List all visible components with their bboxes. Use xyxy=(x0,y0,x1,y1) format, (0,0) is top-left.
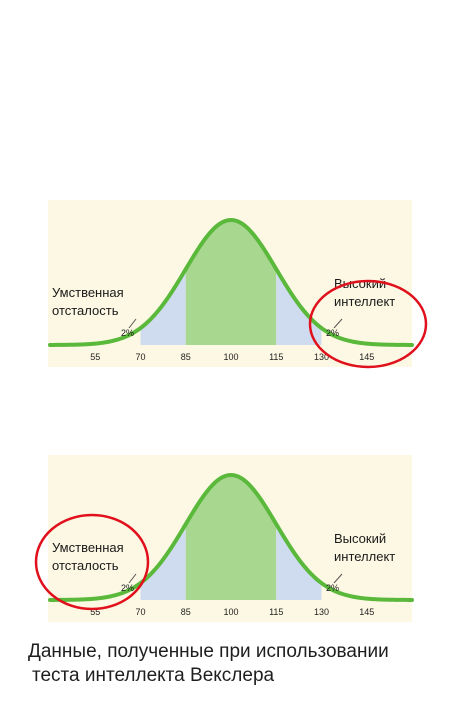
figure-caption: Данные, полученные при использовании тес… xyxy=(28,640,458,688)
x-tick-label: 70 xyxy=(135,352,145,362)
right-percent-label: 2% xyxy=(326,328,339,338)
left-highlight-ellipse xyxy=(34,513,150,611)
left-annotation-line-1: Умственная xyxy=(52,540,124,555)
x-tick-label: 55 xyxy=(90,607,100,617)
left-annotation-line-2: отсталость xyxy=(52,558,119,573)
x-tick-label: 145 xyxy=(359,607,374,617)
x-tick-label: 85 xyxy=(181,607,191,617)
right-annotation-line-1: Высокий xyxy=(334,276,386,291)
left-annotation-line-2: отсталость xyxy=(52,303,119,318)
left-percent-leader xyxy=(128,318,137,329)
left-percent-label: 2% xyxy=(121,583,134,593)
right-annotation-line-2: интеллект xyxy=(334,294,395,309)
bell-curve-svg: 55 70 85 100 115 130 145Умственнаяотсталость2%… xyxy=(34,455,414,622)
x-tick-label: 70 xyxy=(135,607,145,617)
x-tick-label: 130 xyxy=(314,607,329,617)
left-percent-leader xyxy=(128,573,137,584)
right-annotation-line-2: интеллект xyxy=(334,549,395,564)
caption-line-1: Данные, полученные при использовании xyxy=(28,641,389,662)
bell-curve-line xyxy=(48,217,414,347)
left-annotation-line-1: Умственная xyxy=(52,285,124,300)
x-tick-label: 100 xyxy=(223,352,238,362)
shaded-band-85-115 xyxy=(185,220,277,345)
right-highlight-ellipse xyxy=(308,279,428,369)
bell-curve-line xyxy=(48,472,414,602)
x-tick-label: 100 xyxy=(223,607,238,617)
bell-curve-svg: 55 70 85 100 115 130 145Умственнаяотсталость2%… xyxy=(48,200,428,369)
x-tick-label: 85 xyxy=(181,352,191,362)
x-tick-label: 145 xyxy=(359,352,374,362)
x-tick-label: 115 xyxy=(269,607,283,617)
right-percent-label: 2% xyxy=(326,583,339,593)
right-annotation-line-1: Высокий xyxy=(334,531,386,546)
caption-line-2: теста интеллекта Векслера xyxy=(32,665,275,686)
x-tick-label: 55 xyxy=(90,352,100,362)
x-tick-label: 115 xyxy=(269,352,283,362)
bell-curve-chart-high-highlight: 55 70 85 100 115 130 145 Умственная отсталость 2%… xyxy=(0,190,474,380)
bell-curve-chart-low-highlight: 55 70 85 100 115 130 145 Умственная отсталость 2%… xyxy=(0,445,474,635)
right-percent-leader xyxy=(333,318,343,329)
x-tick-label: 130 xyxy=(314,352,329,362)
shaded-band-85-115 xyxy=(185,475,277,600)
left-percent-label: 2% xyxy=(121,328,134,338)
right-percent-leader xyxy=(333,573,343,584)
